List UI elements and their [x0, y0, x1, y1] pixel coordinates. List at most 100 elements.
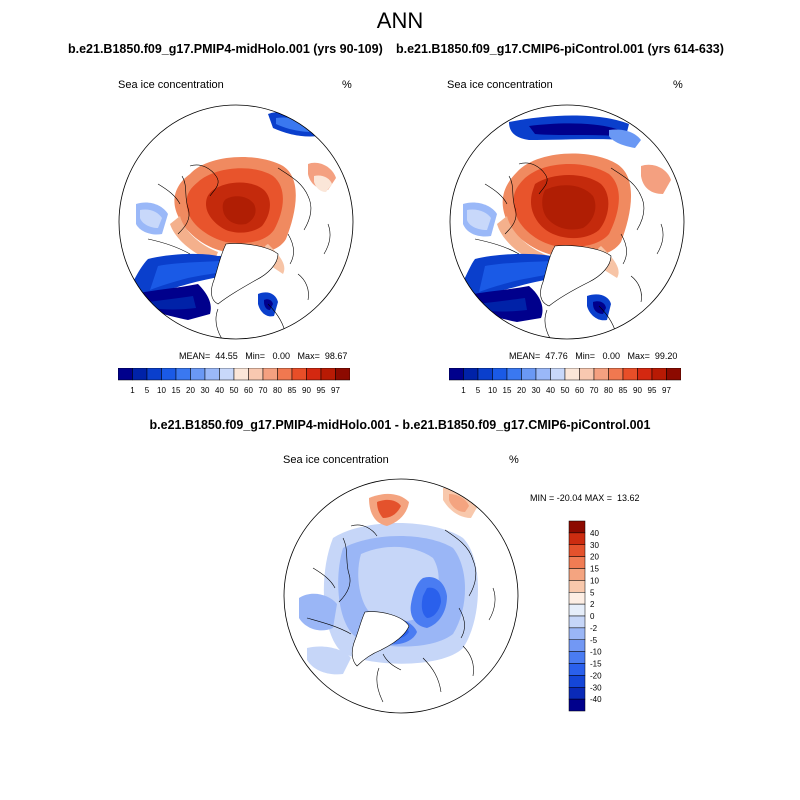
- diff-colorbar-tick-label: -40: [590, 695, 602, 704]
- diff-colorbar-tick-label: 5: [590, 588, 595, 597]
- panel-1-colorbar-box: [277, 368, 293, 381]
- panel-1-case-title: b.e21.B1850.f09_g17.PMIP4-midHolo.001 (y…: [68, 42, 383, 56]
- diff-colorbar-box: [568, 532, 586, 546]
- diff-colorbar-tick-label: 30: [590, 541, 599, 550]
- panel-2-colorbar-box: [506, 368, 522, 381]
- panel-2-colorbar-box: [477, 368, 493, 381]
- diff-variable-label: Sea ice concentration: [283, 454, 389, 466]
- panel-2-colorbar-tick-label: 70: [590, 386, 599, 395]
- diff-colorbar-box: [568, 698, 586, 712]
- diff-colorbar-tick-label: -5: [590, 636, 598, 645]
- panel-2-colorbar-box: [492, 368, 508, 381]
- panel-2-colorbar-box: [521, 368, 537, 381]
- panel-1-map: [118, 104, 354, 340]
- diff-colorbar-box: [568, 663, 586, 676]
- panel-2-colorbar-box: [637, 368, 653, 381]
- diff-colorbar-box: [568, 556, 586, 569]
- panel-2-colorbar-box: [463, 368, 479, 381]
- panel-2-colorbar-box: [593, 368, 609, 381]
- diff-colorbar-tick-label: -30: [590, 683, 602, 692]
- diff-colorbar-box: [568, 675, 586, 688]
- diff-colorbar-box: [568, 639, 586, 652]
- diff-colorbar-tick-label: 20: [590, 553, 599, 562]
- diff-units-label: %: [509, 454, 519, 466]
- diff-colorbar-box: [568, 568, 586, 581]
- panel-1-colorbar-box: [161, 368, 177, 381]
- panel-2-colorbar-box: [535, 368, 551, 381]
- panel-2-stats: MEAN= 47.76 Min= 0.00 Max= 99.20: [509, 351, 678, 361]
- panel-2-colorbar-tick-label: 50: [561, 386, 570, 395]
- diff-colorbar-tick-label: 40: [590, 529, 599, 538]
- panel-2-colorbar-box: [550, 368, 566, 381]
- panel-1-colorbar-tick-label: 1: [130, 386, 135, 395]
- panel-2-colorbar-tick-label: 5: [476, 386, 481, 395]
- diff-colorbar-box: [568, 651, 586, 664]
- panel-2-colorbar-tick-label: 85: [619, 386, 628, 395]
- panel-1-units-label: %: [342, 79, 352, 91]
- panel-1-colorbar-box: [262, 368, 278, 381]
- diff-colorbar-tick-label: 10: [590, 576, 599, 585]
- panel-1-colorbar-box: [320, 368, 336, 381]
- panel-1-colorbar-tick-label: 80: [273, 386, 282, 395]
- panel-2-colorbar-tick-label: 60: [575, 386, 584, 395]
- panel-1-colorbar: 1 5 10 15 20 30 40 50 60 70 80 85 90 95 97: [118, 368, 350, 395]
- panel-2-colorbar-box: [449, 368, 464, 381]
- diff-colorbar-tick-label: 15: [590, 565, 599, 574]
- panel-2-variable-label: Sea ice concentration: [447, 79, 553, 91]
- panel-1-colorbar-box: [118, 368, 133, 381]
- panel-2-colorbar-tick-label: 80: [604, 386, 613, 395]
- panel-2-colorbar-tick-label: 1: [461, 386, 466, 395]
- panel-2-colorbar-box: [579, 368, 595, 381]
- panel-1-colorbar-tick-label: 90: [302, 386, 311, 395]
- panel-1-colorbar-tick-label: 30: [201, 386, 210, 395]
- diff-colorbar-box: [568, 615, 586, 629]
- diff-colorbar-box: [568, 687, 586, 700]
- diff-colorbar-box: [568, 520, 586, 534]
- page-title: ANN: [376, 8, 424, 33]
- panel-2-colorbar-tick-label: 15: [503, 386, 512, 395]
- panel-1-colorbar-box: [219, 368, 235, 381]
- diff-stats: MIN = -20.04 MAX = 13.62: [530, 493, 640, 503]
- diff-colorbar-box: [568, 580, 586, 593]
- panel-1-colorbar-box: [132, 368, 148, 381]
- diff-colorbar-box: [568, 603, 586, 617]
- panel-1-colorbar-tick-label: 20: [186, 386, 195, 395]
- panel-1-colorbar-box: [204, 368, 220, 381]
- panel-1-colorbar-box: [190, 368, 206, 381]
- panel-1-colorbar-tick-label: 60: [244, 386, 253, 395]
- diff-colorbar-tick-label: -10: [590, 648, 602, 657]
- panel-2-colorbar-tick-label: 30: [532, 386, 541, 395]
- diff-colorbar-tick-label: -15: [590, 660, 602, 669]
- panel-2-colorbar-tick-label: 40: [546, 386, 555, 395]
- panel-2-colorbar-box: [564, 368, 580, 381]
- panel-2-case-title: b.e21.B1850.f09_g17.CMIP6-piControl.001 …: [396, 42, 724, 56]
- diff-colorbar-box: [568, 544, 586, 557]
- panel-2-colorbar: 1 5 10 15 20 30 40 50 60 70 80 85 90 95 97: [449, 368, 681, 395]
- diff-colorbar-tick-label: 2: [590, 600, 595, 609]
- diff-map: [283, 478, 519, 714]
- panel-2-colorbar-tick-label: 95: [648, 386, 657, 395]
- panel-1-colorbar-box: [291, 368, 307, 381]
- panel-2-colorbar-box: [651, 368, 667, 381]
- panel-1-colorbar-tick-label: 5: [145, 386, 150, 395]
- panel-1-colorbar-box: [306, 368, 322, 381]
- panel-2-colorbar-tick-label: 97: [662, 386, 671, 395]
- panel-1-colorbar-tick-label: 15: [172, 386, 181, 395]
- diff-colorbar-tick-label: -20: [590, 671, 602, 680]
- panel-1-colorbar-tick-label: 97: [331, 386, 340, 395]
- panel-2-colorbar-box: [622, 368, 638, 381]
- diff-colorbar-tick-label: -2: [590, 624, 598, 633]
- panel-1-colorbar-tick-label: 10: [157, 386, 166, 395]
- panel-1-colorbar-box: [233, 368, 249, 381]
- panel-2-colorbar-box: [608, 368, 624, 381]
- panel-2-colorbar-tick-label: 90: [633, 386, 642, 395]
- panel-1-colorbar-box: [248, 368, 264, 381]
- diff-colorbar-box: [568, 592, 586, 605]
- diff-colorbar-tick-label: 0: [590, 612, 595, 621]
- panel-1-stats: MEAN= 44.55 Min= 0.00 Max= 98.67: [179, 351, 348, 361]
- panel-2-map: [449, 104, 685, 340]
- panel-1-colorbar-tick-label: 40: [215, 386, 224, 395]
- panel-1-colorbar-tick-label: 50: [230, 386, 239, 395]
- diff-colorbar-box: [568, 627, 586, 641]
